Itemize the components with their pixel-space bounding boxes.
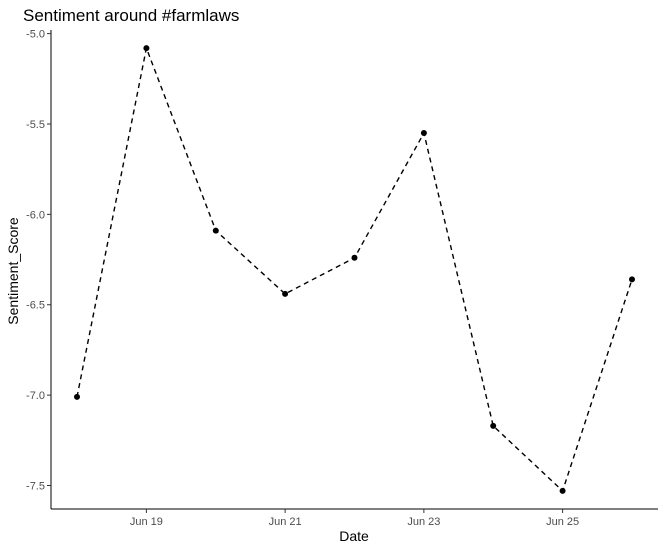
x-tick-label: Jun 19 [130,516,163,528]
data-point [490,422,497,429]
data-point [74,393,80,400]
data-point [351,254,358,261]
x-axis-ticks: Jun 19 Jun 21 Jun 23 Jun 25 [130,509,579,528]
x-tick-label: Jun 25 [546,516,579,528]
chart-title: Sentiment around #farmlaws [23,6,239,25]
data-point [212,227,219,234]
x-tick-label: Jun 21 [269,516,302,528]
data-points [74,45,635,494]
y-axis-title: Sentiment_Score [5,217,21,325]
data-point [629,276,635,283]
y-tick-label: -5.5 [26,119,45,131]
y-tick-label: -7.0 [26,390,45,402]
data-point [420,130,427,136]
y-axis-ticks: -5.0 -5.5 -6.0 -6.5 -7.0 -7.5 [26,29,51,493]
x-axis-title: Date [339,528,369,544]
data-point [559,487,566,494]
y-tick-label: -6.5 [26,300,45,312]
x-tick-label: Jun 23 [407,516,440,528]
y-tick-label: -6.0 [26,209,45,221]
data-point [143,45,150,52]
y-tick-label: -7.5 [26,481,45,493]
y-tick-label: -5.0 [26,29,45,41]
data-point [282,290,289,297]
series-line [76,45,633,493]
